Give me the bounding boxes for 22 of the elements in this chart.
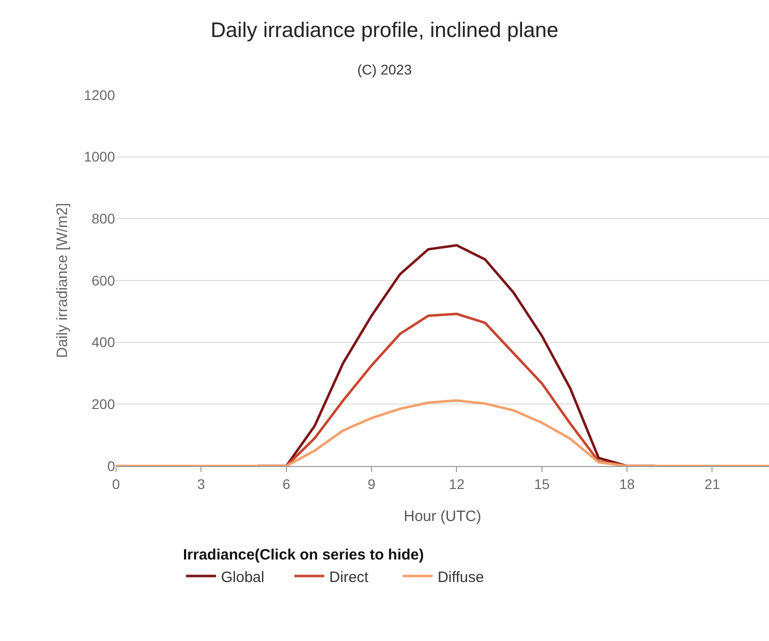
y-axis-title: Daily irradiance [W/m2] <box>54 202 72 358</box>
x-tick-label: 3 <box>197 476 206 492</box>
y-tick-label: 400 <box>92 334 116 350</box>
y-tick-label: 600 <box>92 272 116 288</box>
x-tick-label: 18 <box>619 476 636 492</box>
x-tick-label: 21 <box>704 476 720 492</box>
legend-label: Global <box>220 568 264 586</box>
y-tick-label: 800 <box>92 210 116 227</box>
x-tick-label: 6 <box>282 476 290 492</box>
y-tick-label: 1200 <box>84 86 116 103</box>
legend-label: Direct <box>329 568 370 586</box>
legend-title: Irradiance(Click on series to hide) <box>182 546 424 564</box>
y-tick-label: 200 <box>92 396 116 412</box>
x-tick-label: 9 <box>368 476 376 492</box>
y-tick-label: 0 <box>107 458 116 474</box>
x-tick-label: 12 <box>448 476 465 492</box>
x-axis-title: Hour (UTC) <box>404 508 482 525</box>
y-tick-label: 1000 <box>84 148 116 165</box>
chart-title: Daily irradiance profile, inclined plane <box>210 19 558 42</box>
x-tick-label: 15 <box>534 476 550 492</box>
chart-subtitle: (C) 2023 <box>357 61 412 78</box>
legend-label: Diffuse <box>438 568 484 586</box>
